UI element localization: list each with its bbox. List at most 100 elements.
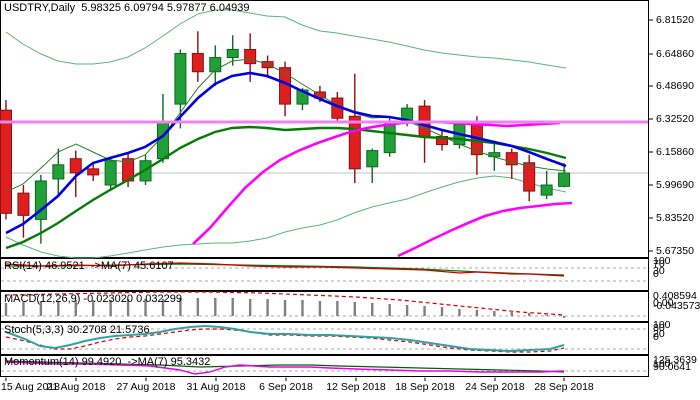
macd-signal-line bbox=[5, 291, 565, 316]
magenta-ma-slow bbox=[397, 201, 573, 258]
price-axis-label: 5.67350 bbox=[656, 245, 694, 257]
candle-body-up bbox=[226, 48, 239, 59]
price-axis-label: 6.32520 bbox=[656, 113, 694, 125]
macd-histogram-bar bbox=[318, 301, 322, 316]
green-ma bbox=[5, 125, 567, 250]
rsi-axis-label: 100 bbox=[653, 255, 671, 267]
macd-histogram-bar bbox=[493, 311, 496, 316]
stoch-axis-label: 0 bbox=[653, 331, 659, 343]
macd-axis-label: 0.408594 bbox=[653, 290, 697, 302]
macd-axis-label: -0.043573 bbox=[653, 300, 700, 312]
rsi-axis-label: 30 bbox=[653, 265, 665, 277]
date-label: 28 Sep 2018 bbox=[534, 381, 594, 393]
macd-histogram-bar bbox=[388, 304, 391, 316]
rsi-axis-label: 0 bbox=[653, 268, 659, 280]
magenta-ma-fast bbox=[192, 120, 561, 245]
rsi-label: RSI(14) 46.9521 ->MA(7) 45.6107 bbox=[4, 260, 174, 272]
macd-histogram-bar bbox=[458, 309, 461, 316]
date-label: 18 Sep 2018 bbox=[395, 381, 455, 393]
date-label: 12 Sep 2018 bbox=[326, 381, 386, 393]
candle-body-up bbox=[34, 180, 47, 220]
macd-histogram-bar bbox=[405, 305, 409, 316]
momentum-line bbox=[5, 361, 565, 375]
price-axis-label: 6.81520 bbox=[656, 14, 694, 26]
macd-histogram-bar bbox=[545, 315, 548, 316]
bollinger-upper-band bbox=[5, 9, 567, 69]
macd-histogram-bar bbox=[423, 306, 426, 316]
macd-histogram-bar bbox=[301, 300, 304, 316]
macd-histogram-bar bbox=[144, 299, 147, 316]
date-label: 31 Aug 2018 bbox=[187, 381, 246, 393]
stoch-axis-label: 80 bbox=[653, 322, 665, 334]
date-label: 6 Sep 2018 bbox=[259, 381, 313, 393]
candle-body-down bbox=[244, 48, 257, 65]
blue-ma bbox=[5, 71, 567, 235]
macd-histogram-bar bbox=[74, 300, 77, 316]
macd-histogram-bar bbox=[4, 303, 8, 316]
macd-histogram-bar bbox=[440, 307, 444, 316]
macd-histogram-bar bbox=[126, 299, 130, 316]
macd-histogram-bar bbox=[562, 316, 566, 318]
macd-histogram-bar bbox=[248, 299, 252, 316]
date-label: 27 Aug 2018 bbox=[117, 381, 176, 393]
price-axis-label: 6.64860 bbox=[656, 48, 694, 60]
momentum-axis-label: 90.0641 bbox=[653, 361, 691, 373]
macd-histogram-bar bbox=[510, 312, 513, 316]
macd-axis-label: 0.00 bbox=[653, 297, 674, 309]
momentum-ma-line bbox=[5, 360, 565, 373]
rsi-axis-label: 70 bbox=[653, 258, 665, 270]
stoch-main-line bbox=[5, 324, 565, 353]
momentum-label: Momentum(14) 99.4920 ->MA(7) 95.3432 bbox=[4, 356, 211, 368]
candle-body-down bbox=[348, 115, 361, 170]
macd-histogram-bar bbox=[353, 302, 356, 316]
rsi-line bbox=[5, 262, 565, 277]
macd-histogram-bar bbox=[475, 310, 479, 316]
macd-histogram-bar bbox=[371, 303, 374, 316]
macd-histogram-bar bbox=[57, 301, 60, 316]
price-axis-label: 5.83520 bbox=[656, 212, 694, 224]
macd-histogram-bar bbox=[336, 301, 339, 316]
macd-histogram-bar bbox=[109, 300, 112, 316]
macd-histogram-bar bbox=[196, 298, 200, 316]
candle-body-up bbox=[104, 160, 117, 186]
candle-body-up bbox=[52, 164, 65, 180]
candle-body-up bbox=[209, 57, 222, 73]
price-axis-label: 6.15860 bbox=[656, 146, 694, 158]
macd-histogram-bar bbox=[39, 301, 43, 316]
date-label: 24 Sep 2018 bbox=[465, 381, 525, 393]
momentum-axis-label: 125.3639 bbox=[653, 354, 697, 366]
macd-histogram-bar bbox=[179, 298, 182, 316]
macd-panel[interactable] bbox=[0, 291, 649, 322]
candle-body-down bbox=[87, 168, 100, 176]
candle-body-up bbox=[558, 172, 571, 187]
macd-label: MACD(12,26,9) -0.023020 0.032299 bbox=[4, 293, 182, 305]
price-axis-label: 6.48690 bbox=[656, 80, 694, 92]
macd-histogram-bar bbox=[214, 298, 217, 316]
date-label: 21 Aug 2018 bbox=[47, 381, 106, 393]
chart-title: USDTRY,Daily 5.98325 6.09794 5.97877 6.0… bbox=[4, 2, 250, 14]
candle-body-up bbox=[540, 184, 553, 196]
macd-histogram-bar bbox=[22, 302, 25, 316]
candle-body-up bbox=[383, 121, 396, 154]
macd-histogram-bar bbox=[283, 300, 287, 316]
macd-histogram-bar bbox=[92, 300, 95, 316]
stoch-axis-label: 100 bbox=[653, 319, 671, 331]
stoch-label: Stoch(5,3,3) 30.2708 21.5736 bbox=[4, 324, 150, 336]
thin-green-ma bbox=[5, 58, 567, 193]
bollinger-lower-band bbox=[5, 175, 567, 259]
candle-body-down bbox=[0, 109, 12, 214]
candle-body-up bbox=[366, 150, 379, 168]
macd-histogram-bar bbox=[161, 299, 165, 316]
macd-histogram-bar bbox=[266, 299, 269, 316]
macd-histogram-bar bbox=[231, 298, 234, 316]
candle-body-up bbox=[174, 53, 187, 105]
candle-body-down bbox=[505, 152, 518, 166]
price-axis-label: 5.99690 bbox=[656, 179, 694, 191]
candle-body-down bbox=[523, 162, 536, 192]
candle-body-down bbox=[69, 158, 82, 174]
date-label: 15 Aug 2018 bbox=[1, 381, 60, 393]
macd-histogram-bar bbox=[528, 313, 531, 316]
candle-body-down bbox=[191, 53, 204, 73]
